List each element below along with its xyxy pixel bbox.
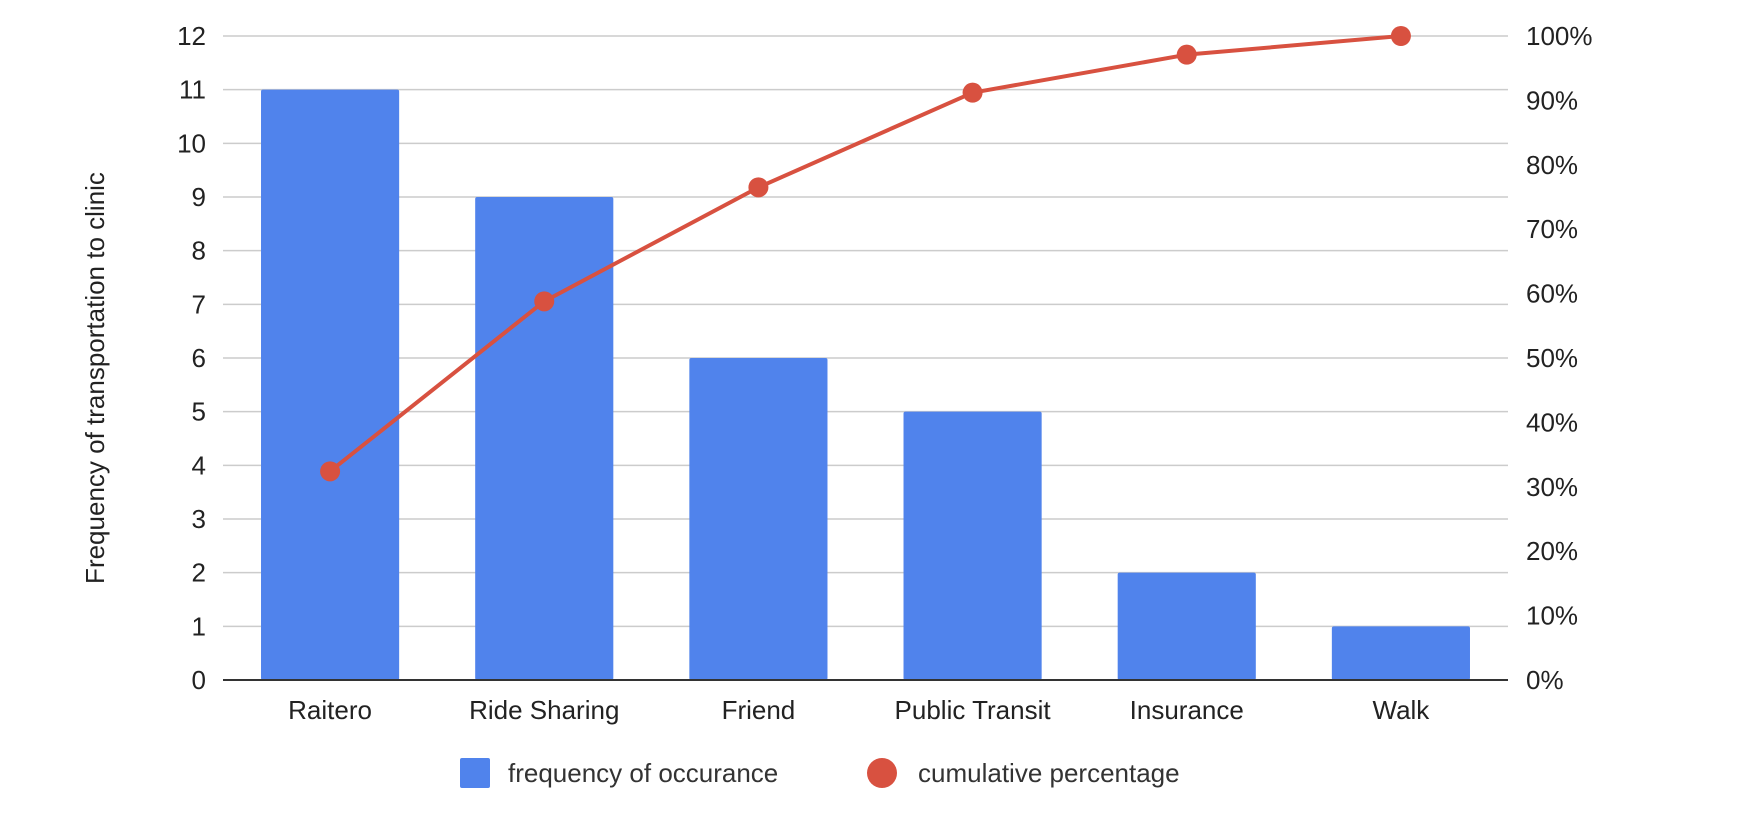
y-tick-label: 12 bbox=[177, 21, 206, 51]
cumulative-point bbox=[320, 461, 341, 482]
y2-tick-label: 30% bbox=[1526, 472, 1578, 502]
legend-label-cumulative: cumulative percentage bbox=[918, 758, 1180, 788]
y-tick-label: 9 bbox=[192, 182, 206, 212]
y2-tick-label: 40% bbox=[1526, 407, 1578, 437]
y-tick-label: 5 bbox=[192, 397, 206, 427]
y-tick-label: 10 bbox=[177, 128, 206, 158]
y-axis-label: Frequency of transportation to clinic bbox=[80, 172, 110, 584]
y-tick-label: 8 bbox=[192, 236, 206, 266]
y-tick-label: 11 bbox=[179, 75, 206, 105]
y-tick-label: 2 bbox=[192, 558, 206, 588]
bar bbox=[903, 411, 1042, 680]
category-label: Walk bbox=[1373, 695, 1431, 725]
cumulative-point bbox=[748, 177, 769, 198]
y2-tick-label: 10% bbox=[1526, 601, 1578, 631]
cumulative-point bbox=[1390, 26, 1411, 46]
legend-label-frequency: frequency of occurance bbox=[508, 758, 778, 788]
y2-tick-label: 60% bbox=[1526, 279, 1578, 309]
category-label: Public Transit bbox=[895, 695, 1052, 725]
bar-series bbox=[261, 89, 1470, 680]
cumulative-point bbox=[1176, 44, 1197, 65]
bar bbox=[1117, 572, 1256, 680]
category-label: Insurance bbox=[1130, 695, 1244, 725]
y-tick-label: 0 bbox=[192, 665, 206, 695]
cumulative-point bbox=[962, 82, 983, 103]
category-label: Raitero bbox=[288, 695, 372, 725]
category-label: Ride Sharing bbox=[469, 695, 619, 725]
y2-tick-label: 50% bbox=[1526, 343, 1578, 373]
bar bbox=[1331, 626, 1470, 680]
legend: frequency of occurance cumulative percen… bbox=[460, 758, 1180, 788]
cumulative-line bbox=[328, 34, 1402, 473]
y2-tick-label: 70% bbox=[1526, 214, 1578, 244]
bar bbox=[261, 89, 400, 680]
cumulative-point bbox=[534, 291, 555, 312]
category-labels: Raitero Ride Sharing Friend Public Transit I… bbox=[288, 695, 1430, 725]
y-tick-label: 4 bbox=[192, 450, 206, 480]
right-axis-ticks: 0% 10% 20% 30% 40% 50% 60% 70% 80% 90% 100% bbox=[1526, 21, 1593, 695]
y-tick-label: 6 bbox=[192, 343, 206, 373]
y-tick-label: 7 bbox=[192, 289, 206, 319]
category-label: Friend bbox=[722, 695, 796, 725]
legend-swatch-cumulative bbox=[867, 758, 897, 788]
y2-tick-label: 20% bbox=[1526, 536, 1578, 566]
y2-tick-label: 100% bbox=[1526, 21, 1593, 51]
line-series bbox=[320, 26, 1411, 482]
y2-tick-label: 0% bbox=[1526, 665, 1564, 695]
bar bbox=[475, 197, 614, 680]
y2-tick-label: 90% bbox=[1526, 85, 1578, 115]
bar bbox=[689, 358, 828, 680]
y2-tick-label: 80% bbox=[1526, 150, 1578, 180]
y-tick-label: 3 bbox=[192, 504, 206, 534]
gridlines bbox=[223, 35, 1508, 628]
legend-swatch-frequency bbox=[460, 758, 490, 788]
y-tick-label: 1 bbox=[192, 611, 206, 641]
